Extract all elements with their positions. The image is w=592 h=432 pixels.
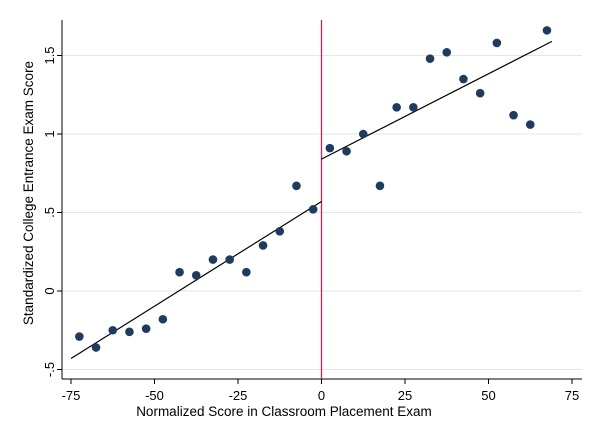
data-point-12 (275, 227, 285, 236)
y-tick-label-3: 1 (42, 130, 57, 137)
x-ticks: -75 -50 -25 0 25 50 75 (62, 379, 579, 403)
x-axis-label: Normalized Score in Classroom Placement … (136, 404, 432, 419)
x-tick-label-4: 25 (398, 388, 412, 403)
data-point-22 (442, 48, 452, 57)
y-tick-label-2: .5 (42, 207, 57, 218)
data-point-16 (342, 146, 351, 156)
data-point-14 (308, 205, 318, 214)
y-ticks: -.5 0 .5 1 1.5 (42, 46, 62, 377)
data-point-18 (375, 181, 385, 191)
data-point-6 (175, 267, 184, 277)
data-point-5 (158, 314, 168, 324)
data-point-25 (492, 38, 502, 48)
data-point-17 (358, 129, 368, 139)
x-tick-label-1: -50 (145, 388, 164, 403)
data-point-0 (75, 332, 84, 341)
data-point-24 (475, 88, 485, 98)
data-point-10 (242, 267, 251, 277)
y-tick-label-4: 1.5 (42, 46, 57, 64)
data-point-1 (91, 343, 101, 352)
data-point-11 (258, 241, 268, 250)
data-point-20 (409, 103, 418, 112)
data-point-27 (525, 120, 535, 129)
fit-line-right (321, 40, 553, 160)
data-points (75, 26, 552, 352)
data-point-15 (325, 143, 335, 153)
y-axis-label: Standardized College Entrance Exam Score (21, 61, 36, 325)
data-point-21 (425, 54, 435, 63)
data-point-2 (108, 325, 118, 335)
data-point-28 (542, 26, 552, 35)
x-tick-label-3: 0 (318, 388, 325, 403)
data-point-4 (141, 324, 151, 333)
data-point-7 (191, 271, 201, 280)
x-tick-label-0: -75 (62, 388, 81, 403)
data-point-3 (125, 327, 134, 337)
data-point-23 (459, 74, 468, 84)
data-point-26 (509, 110, 518, 120)
x-tick-label-2: -25 (229, 388, 248, 403)
x-tick-label-6: 75 (565, 388, 579, 403)
x-tick-label-5: 50 (481, 388, 495, 403)
y-tick-label-0: -.5 (42, 362, 57, 377)
y-tick-label-1: 0 (42, 287, 57, 294)
data-point-19 (392, 103, 401, 112)
data-point-13 (292, 181, 301, 191)
data-point-9 (225, 255, 234, 264)
data-point-8 (208, 255, 218, 264)
